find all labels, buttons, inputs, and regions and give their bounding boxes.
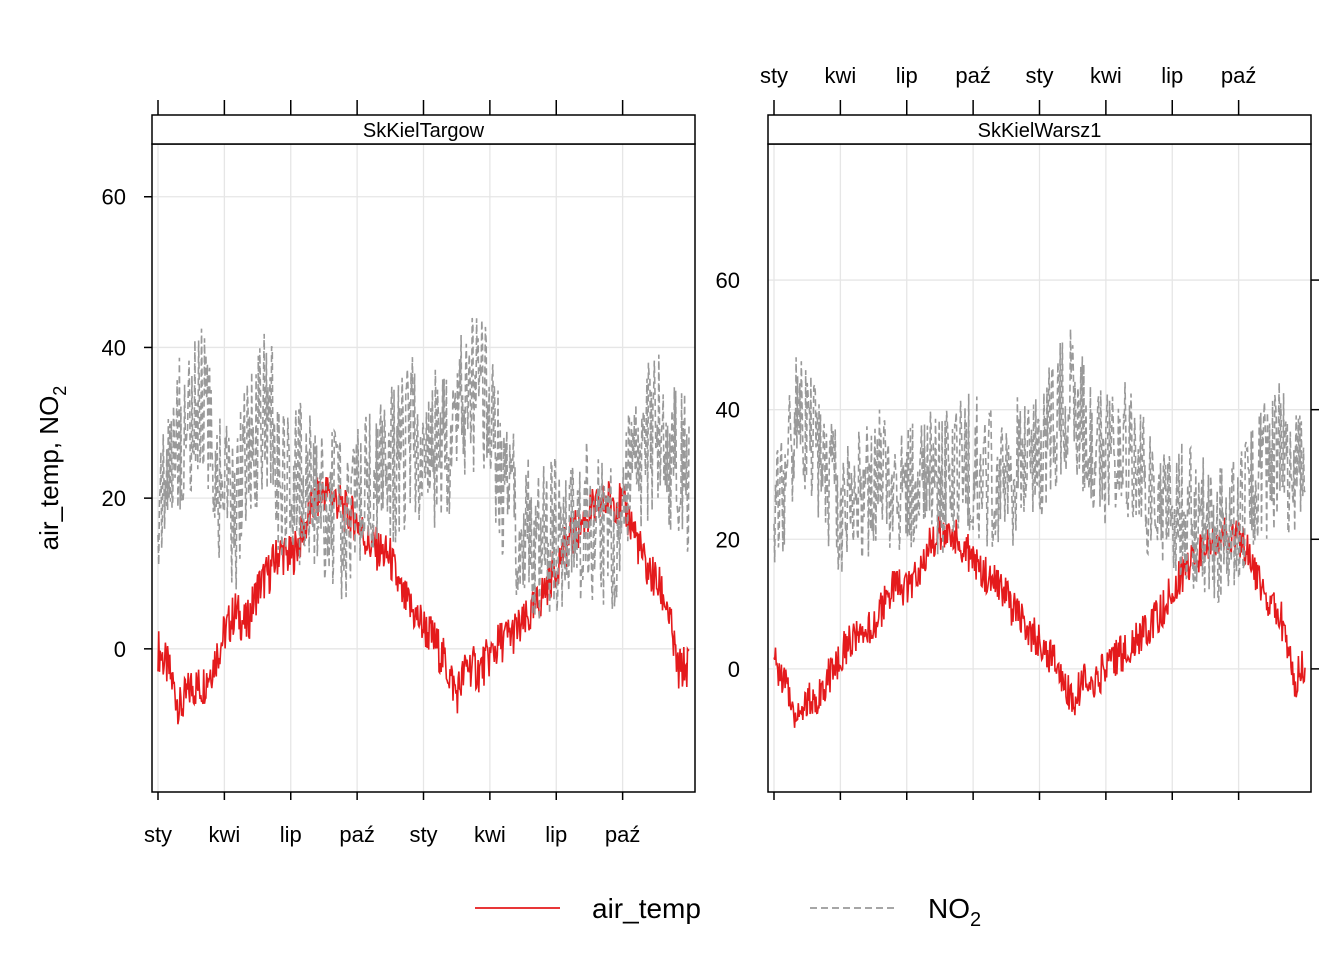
panel-SkKielWarsz1: SkKielWarsz1 0 20 40 60 sty kwi lip paź sty kwi lip… (716, 63, 1319, 800)
legend-label-NO: NO2 (928, 893, 981, 931)
legend-label-air_temp: air_temp (592, 893, 701, 924)
strip-box (151, 114, 696, 145)
x-tick-label: paź (339, 822, 374, 847)
y-tick-label: 60 (716, 268, 740, 293)
strip-label: SkKielWarsz1 (978, 120, 1102, 142)
x-tick-label: lip (896, 63, 918, 88)
y-axis-label-text: air_temp, NO (34, 396, 64, 551)
x-tick-label: paź (605, 822, 640, 847)
x-tick-label: sty (760, 63, 788, 88)
x-tick-label: kwi (474, 822, 506, 847)
x-tick-label: lip (545, 822, 567, 847)
x-tick-label: paź (955, 63, 990, 88)
x-tick-label: kwi (1090, 63, 1122, 88)
x-tick-label: kwi (208, 822, 240, 847)
x-tick-label: sty (1025, 63, 1053, 88)
y-tick-label: 20 (102, 486, 126, 511)
series-line-air_temp (773, 514, 1306, 728)
x-tick-label: lip (1161, 63, 1183, 88)
x-tick-label: sty (409, 822, 437, 847)
y-tick-label: 40 (716, 398, 740, 423)
y-tick-label: 40 (102, 335, 126, 360)
y-axis-label-subscript: 2 (50, 386, 70, 396)
y-axis-label: air_temp, NO2 (34, 386, 70, 551)
x-tick-label: paź (1221, 63, 1256, 88)
y-tick-label: 0 (114, 637, 126, 662)
series-line-NO2 (773, 329, 1306, 604)
x-tick-label: kwi (824, 63, 856, 88)
x-tick-label: lip (280, 822, 302, 847)
y-tick-label: 0 (728, 657, 740, 682)
y-tick-label: 60 (102, 185, 126, 210)
legend: air_temp NO2 (475, 893, 981, 931)
panel-SkKielTargow: SkKielTargow 0 20 40 60 sty kwi lip paź sty kwi lip… (102, 100, 696, 847)
series-line-NO2 (157, 317, 690, 621)
strip-box (767, 114, 1312, 145)
x-tick-label: sty (144, 822, 172, 847)
y-tick-label: 20 (716, 527, 740, 552)
chart-panels: SkKielTargow 0 20 40 60 sty kwi lip paź sty kwi lip… (102, 63, 1319, 847)
strip-label: SkKielTargow (363, 120, 485, 142)
